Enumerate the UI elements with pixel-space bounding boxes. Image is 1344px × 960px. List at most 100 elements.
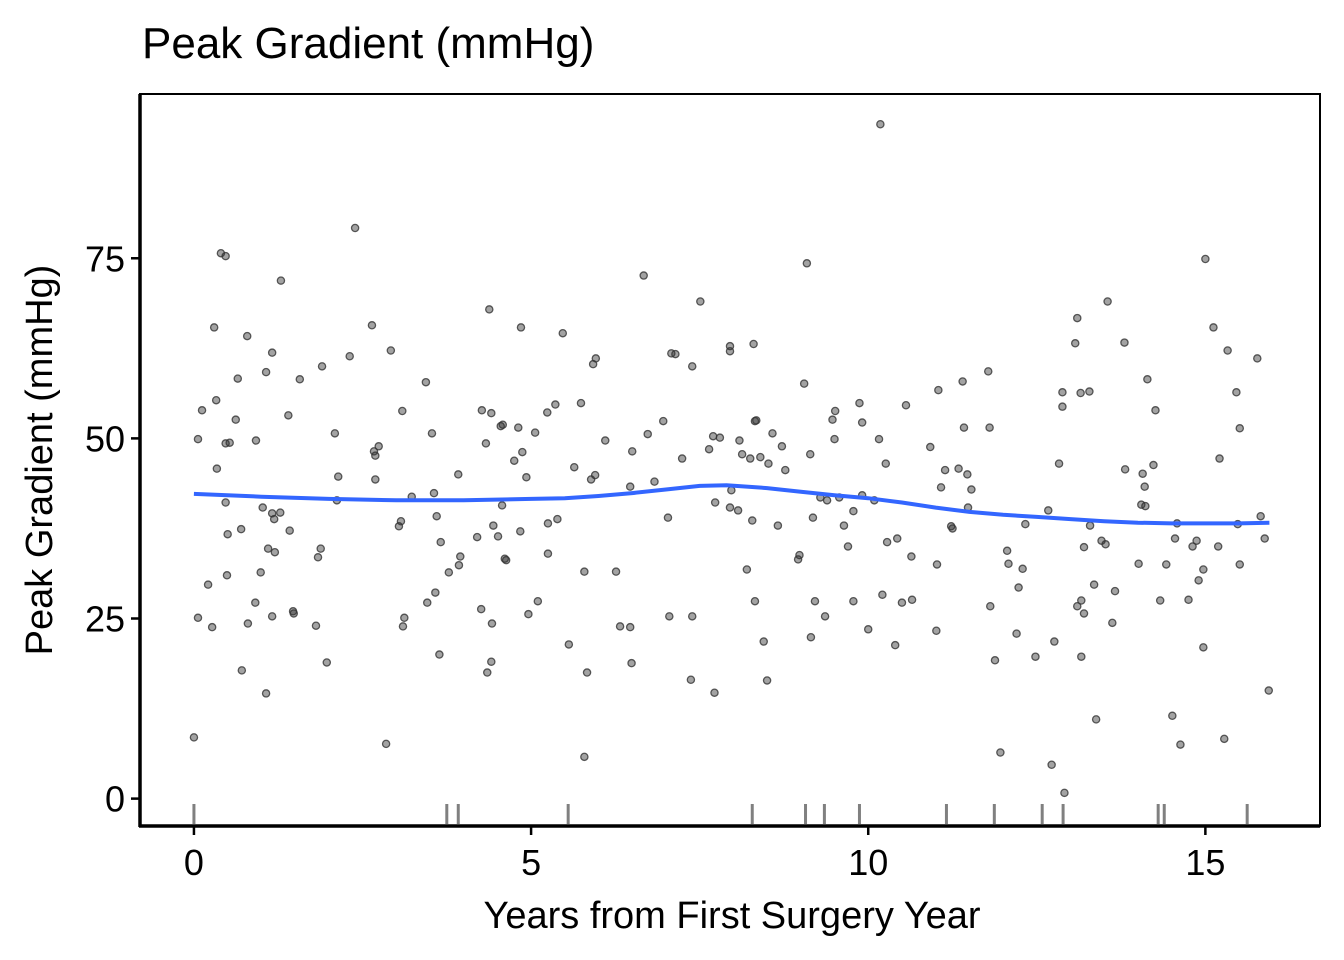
- data-point: [487, 408, 496, 418]
- data-point: [708, 431, 718, 441]
- data-point: [530, 428, 540, 437]
- data-point: [1101, 540, 1110, 549]
- data-point: [773, 521, 783, 530]
- data-point: [727, 486, 736, 495]
- data-point: [197, 406, 207, 415]
- data-point: [1192, 536, 1201, 545]
- data-point: [427, 429, 437, 438]
- data-point: [839, 521, 849, 530]
- data-point: [522, 473, 531, 482]
- data-point: [1235, 560, 1245, 569]
- data-point: [1256, 511, 1265, 521]
- data-point: [808, 513, 818, 522]
- data-point: [777, 442, 787, 451]
- data-point: [396, 516, 406, 526]
- data-point: [1220, 734, 1229, 744]
- data-point: [940, 465, 950, 475]
- data-point: [569, 462, 579, 472]
- data-point: [367, 321, 377, 330]
- data-point: [456, 552, 465, 561]
- data-point: [1201, 254, 1210, 264]
- data-point: [625, 622, 635, 632]
- data-point: [242, 331, 252, 341]
- data-point: [322, 658, 332, 667]
- data-point: [543, 519, 553, 528]
- data-point: [1060, 788, 1069, 798]
- x-tick-label: 0: [184, 842, 204, 883]
- data-point: [444, 568, 454, 577]
- data-point: [591, 354, 601, 363]
- data-point: [1058, 402, 1067, 411]
- data-point: [890, 640, 900, 650]
- data-point: [1091, 715, 1101, 724]
- data-point: [954, 464, 963, 473]
- data-point: [715, 433, 725, 442]
- data-point: [1209, 323, 1218, 332]
- data-point: [333, 472, 343, 481]
- data-point: [345, 352, 354, 361]
- x-tick-label: 5: [521, 842, 541, 883]
- data-point: [687, 362, 697, 371]
- data-point: [1047, 760, 1056, 770]
- data-point: [795, 550, 804, 560]
- x-axis-label: Years from First Surgery Year: [483, 895, 980, 937]
- data-point: [487, 619, 497, 628]
- data-point: [849, 596, 858, 606]
- data-point: [781, 465, 790, 475]
- data-point: [476, 604, 486, 614]
- data-point: [374, 442, 383, 451]
- data-point: [276, 276, 286, 285]
- data-point: [269, 514, 279, 524]
- data-point: [243, 619, 253, 628]
- y-axis-ticks: 0 25 50 75: [85, 238, 140, 820]
- data-point: [236, 524, 246, 534]
- data-point: [212, 464, 222, 473]
- data-point: [211, 395, 221, 405]
- data-point: [1076, 388, 1085, 398]
- data-point: [1143, 375, 1152, 384]
- data-point: [1079, 609, 1089, 618]
- data-point: [627, 658, 636, 668]
- data-point: [472, 532, 482, 542]
- data-point: [687, 612, 697, 621]
- data-point: [223, 529, 232, 539]
- data-point: [258, 503, 267, 512]
- data-point: [932, 560, 942, 569]
- data-point: [1031, 652, 1040, 661]
- data-point: [1188, 542, 1197, 551]
- data-point: [207, 622, 217, 632]
- data-point: [1155, 596, 1165, 605]
- data-point: [1235, 424, 1245, 433]
- data-point: [1108, 618, 1117, 628]
- data-point: [485, 305, 494, 314]
- data-point: [934, 385, 943, 395]
- data-point: [1044, 506, 1053, 515]
- data-point: [270, 547, 280, 557]
- data-point: [959, 423, 969, 432]
- data-point: [749, 339, 758, 349]
- panel-border: [139, 93, 1321, 827]
- data-point: [710, 688, 719, 697]
- data-point: [543, 408, 552, 417]
- data-point: [285, 526, 294, 535]
- data-point: [582, 668, 592, 677]
- data-point: [752, 416, 761, 425]
- data-point: [1073, 602, 1082, 611]
- data-point: [483, 668, 492, 677]
- data-point: [497, 501, 507, 510]
- data-point: [1070, 339, 1080, 348]
- data-point: [882, 537, 892, 547]
- data-point: [650, 477, 659, 486]
- data-point: [881, 459, 891, 468]
- data-point: [189, 733, 199, 742]
- data-point: [1077, 652, 1086, 661]
- data-point: [489, 521, 498, 530]
- data-point: [967, 485, 976, 494]
- data-point: [400, 613, 409, 623]
- data-point: [849, 506, 858, 516]
- data-point: [936, 483, 946, 492]
- data-point: [878, 590, 887, 599]
- data-point: [501, 555, 511, 565]
- data-point: [267, 612, 277, 621]
- data-point: [1058, 388, 1067, 397]
